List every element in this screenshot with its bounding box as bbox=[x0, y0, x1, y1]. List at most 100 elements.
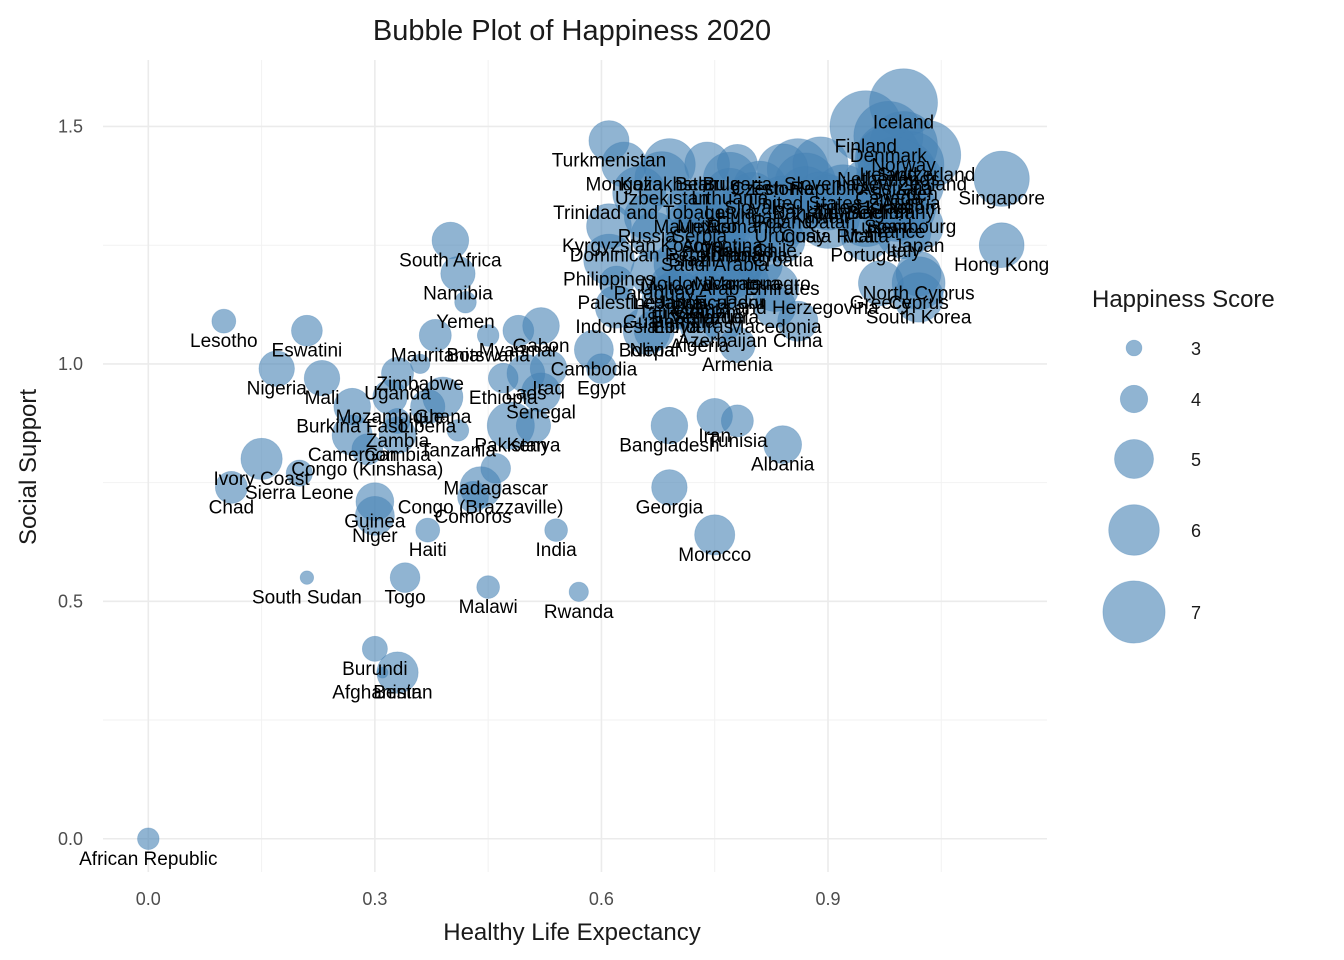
point-label: Latvia bbox=[704, 203, 755, 224]
point-label: Denmark bbox=[850, 146, 928, 167]
point-label: United States bbox=[748, 193, 862, 214]
point-label: Thailand bbox=[701, 241, 774, 262]
bubble bbox=[515, 408, 552, 444]
point-label: Hungary bbox=[717, 208, 789, 229]
point-label: New Zealand bbox=[855, 174, 967, 195]
point-label: Belarus bbox=[675, 174, 739, 195]
point-label: Czech Republic bbox=[731, 179, 864, 200]
point-label: Mauritius bbox=[654, 217, 731, 238]
bubble bbox=[794, 171, 847, 224]
point-label: Saudi Arabia bbox=[661, 255, 769, 276]
point-label: Kenya bbox=[507, 436, 561, 457]
point-label: Mongolia bbox=[586, 174, 664, 195]
point-label: Sierra Leone bbox=[245, 483, 354, 504]
point-label: Senegal bbox=[506, 402, 576, 423]
point-label: Guinea bbox=[344, 512, 406, 533]
bubble bbox=[333, 387, 371, 426]
point-label: Cyprus bbox=[889, 293, 949, 314]
y-tick-label: 1.0 bbox=[58, 354, 83, 374]
point-label: Chile bbox=[753, 241, 796, 262]
bubble bbox=[240, 437, 283, 480]
point-label: Belgium bbox=[847, 203, 916, 224]
point-label: Laos bbox=[505, 383, 546, 404]
point-label: North Cyprus bbox=[863, 284, 975, 305]
point-label: Mauritania bbox=[391, 345, 480, 366]
point-label: Panama bbox=[717, 246, 788, 267]
bubble bbox=[978, 222, 1025, 268]
point-label: Lebanon bbox=[632, 293, 706, 314]
bubble bbox=[476, 575, 500, 599]
point-label: Cambodia bbox=[551, 360, 638, 381]
point-label: Netherlands bbox=[837, 170, 939, 191]
point-label: Slovakia bbox=[724, 198, 796, 219]
point-label: Mexico bbox=[677, 217, 737, 238]
point-label: Myanmar bbox=[479, 341, 559, 362]
point-label: Kosovo bbox=[660, 236, 723, 257]
point-label: Australia bbox=[859, 179, 933, 200]
bubble bbox=[568, 581, 589, 602]
bubble bbox=[598, 265, 635, 301]
point-label: Bosnia and Herzegovina bbox=[672, 298, 879, 319]
point-label: Japan bbox=[893, 236, 945, 257]
point-label: Kyrgyzstan bbox=[562, 236, 656, 257]
point-label: Ivory Coast bbox=[214, 469, 311, 490]
bubble-layer bbox=[137, 68, 1030, 850]
point-label: Luxembourg bbox=[851, 217, 957, 238]
legend-bubble bbox=[1114, 439, 1154, 479]
point-label: Hong Kong bbox=[954, 255, 1049, 276]
legend-label: 5 bbox=[1191, 450, 1201, 470]
point-label: Malawi bbox=[459, 597, 518, 618]
y-tick-label: 0.0 bbox=[58, 829, 83, 849]
point-label: Malta bbox=[843, 227, 890, 248]
x-tick-label: 0.3 bbox=[362, 889, 387, 909]
point-label: Russia bbox=[618, 227, 677, 248]
bubble bbox=[502, 314, 535, 347]
bubble bbox=[487, 362, 519, 394]
point-label: Venezuela bbox=[670, 307, 759, 328]
bubble bbox=[376, 666, 389, 679]
point-label: Iran bbox=[698, 426, 731, 447]
point-label: Rwanda bbox=[544, 602, 614, 623]
size-legend: Happiness Score 3 4 5 6 7 bbox=[1092, 286, 1275, 644]
point-label: Bahrain bbox=[773, 203, 839, 224]
point-label: United Kingdom bbox=[806, 198, 941, 219]
point-label: Armenia bbox=[702, 355, 773, 376]
bubble bbox=[389, 562, 421, 593]
point-label: Azerbaijan bbox=[677, 331, 767, 352]
point-label: Switzerland bbox=[877, 165, 975, 186]
point-label: Lithuania bbox=[691, 189, 769, 210]
point-label: Austria bbox=[881, 193, 941, 214]
point-label: Namibia bbox=[423, 284, 493, 305]
point-label: South Africa bbox=[399, 250, 502, 271]
point-label: Singapore bbox=[958, 189, 1045, 210]
point-label: Trinidad and Tobago bbox=[553, 203, 725, 224]
point-label: Nigeria bbox=[247, 379, 308, 400]
point-label: Kazakhstan bbox=[620, 174, 719, 195]
point-label: Greece bbox=[850, 293, 912, 314]
point-label: Macedonia bbox=[729, 317, 822, 338]
point-label: Togo bbox=[384, 588, 425, 609]
point-label: Algeria bbox=[670, 336, 730, 357]
point-label: Iceland bbox=[873, 113, 934, 134]
bubble bbox=[895, 250, 942, 297]
point-label: Albania bbox=[751, 455, 815, 476]
point-label: African Republic bbox=[79, 849, 217, 870]
bubble bbox=[355, 482, 395, 521]
point-label: Madagascar bbox=[443, 478, 548, 499]
point-label: Paraguay bbox=[614, 284, 696, 305]
point-label: Vietnam bbox=[672, 303, 741, 324]
point-label: Gambia bbox=[364, 445, 431, 466]
bubble bbox=[716, 143, 758, 185]
bubble bbox=[381, 356, 414, 390]
point-label: Zimbabwe bbox=[376, 374, 464, 395]
bubble bbox=[258, 350, 295, 387]
bubble bbox=[679, 306, 720, 346]
point-label: Colombia bbox=[682, 246, 763, 267]
point-label: South Sudan bbox=[252, 588, 362, 609]
point-label: Egypt bbox=[577, 379, 626, 400]
point-label: Dominican Republic bbox=[570, 246, 739, 267]
point-label: Philippines bbox=[563, 269, 655, 290]
bubble bbox=[759, 217, 806, 264]
